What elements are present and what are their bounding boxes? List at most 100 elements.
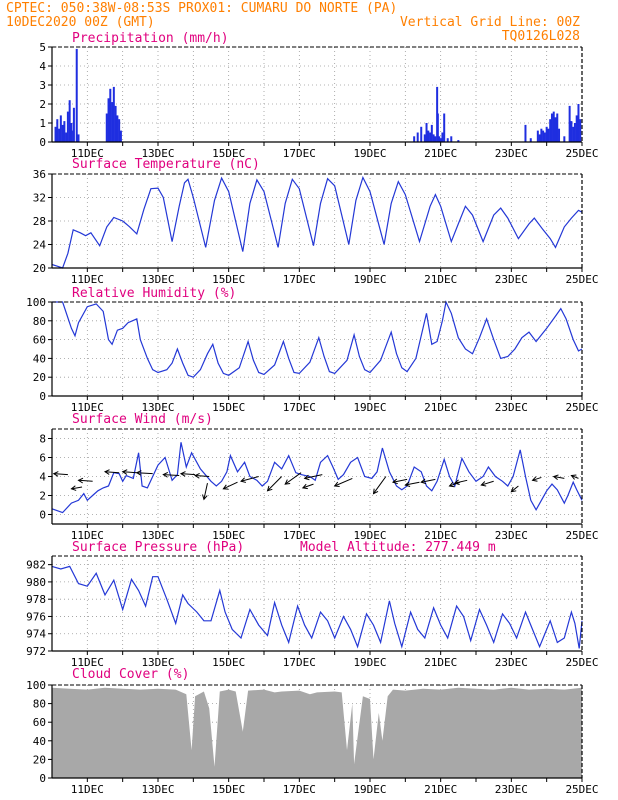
precip-bar: [457, 140, 460, 142]
wind-arrowhead: [480, 481, 487, 487]
x-tick-label: 11DEC: [71, 401, 104, 414]
panel-3: 0 2 4 6 8 11DEC 13DEC 15DEC 17DEC 19DEC 21DEC 23DEC…: [39, 412, 598, 542]
wind-vector: [392, 478, 408, 483]
x-tick-label: 13DEC: [141, 656, 174, 669]
x-tick-label: 13DEC: [141, 147, 174, 160]
precip-bar: [556, 113, 559, 142]
precip-bar: [549, 119, 552, 142]
wind-arrowhead: [333, 481, 340, 487]
series-line: [51, 175, 583, 269]
precip-bar: [423, 134, 426, 142]
wind-vector: [53, 473, 68, 476]
precip-bar: [430, 124, 433, 142]
precip-bar: [425, 123, 428, 142]
precip-bar: [568, 105, 571, 142]
y-tick-label: 4: [39, 60, 46, 73]
x-tick-label: 23DEC: [495, 529, 528, 542]
precip-bar: [413, 136, 416, 142]
precip-bar: [119, 130, 122, 142]
precip-bar: [66, 111, 69, 142]
panel-0: 0 1 2 3 4 5 11DEC 13DEC 15DEC 17DEC 19DEC 21DEC 23DE…: [39, 31, 598, 160]
x-tick-label: 23DEC: [495, 273, 528, 286]
model-code: TQ0126L028: [502, 29, 580, 44]
x-tick-label: 17DEC: [283, 529, 316, 542]
y-tick-label: 2: [39, 98, 46, 111]
wind-arrowhead: [121, 469, 128, 475]
wind-arrowhead: [202, 494, 208, 501]
precip-bar: [70, 123, 73, 142]
wind-arrowhead: [135, 470, 142, 476]
y-tick-label: 5: [39, 41, 46, 54]
precip-bar: [109, 88, 112, 142]
wind-vector: [223, 481, 238, 490]
precip-bar: [118, 119, 121, 142]
wind-vector: [481, 480, 494, 486]
wind-vector: [373, 476, 387, 494]
precip-bar: [572, 126, 575, 142]
precip-bar: [438, 136, 441, 142]
x-tick-label: 11DEC: [71, 529, 104, 542]
precip-bar: [538, 134, 541, 142]
wind-vector: [405, 481, 420, 486]
precip-bar: [107, 98, 110, 142]
y-tick-label: 100: [26, 679, 46, 692]
x-tick-label: 13DEC: [141, 401, 174, 414]
panel-title: Relative Humidity (%): [72, 286, 236, 301]
wind-arrowhead: [448, 481, 455, 488]
y-tick-label: 0: [39, 509, 46, 522]
y-tick-label: 0: [39, 772, 46, 785]
x-tick-label: 25DEC: [565, 147, 598, 160]
precip-bar: [56, 119, 59, 142]
y-tick-label: 980: [26, 576, 46, 589]
precip-bar: [552, 111, 555, 142]
precip-bar: [441, 132, 444, 142]
wind-arrowhead: [103, 469, 110, 475]
x-tick-label: 13DEC: [141, 273, 174, 286]
panel-title: Cloud Cover (%): [72, 667, 189, 682]
x-tick-label: 23DEC: [495, 783, 528, 796]
wind-arrowhead: [510, 486, 517, 493]
wind-vector: [267, 476, 283, 492]
wind-arrowhead: [70, 485, 77, 491]
x-tick-label: 17DEC: [283, 273, 316, 286]
wind-arrowhead: [404, 481, 411, 488]
x-tick-label: 15DEC: [212, 401, 245, 414]
y-tick-label: 40: [33, 735, 46, 748]
panel-2: 0 20 40 60 80 100 11DEC 13DEC 15DEC 17DEC 19DEC 21D…: [26, 286, 598, 414]
y-tick-label: 982: [26, 559, 46, 572]
wind-arrowhead: [162, 472, 169, 478]
precip-bar: [554, 117, 557, 142]
precip-bar: [543, 132, 546, 142]
y-tick-label: 974: [26, 628, 46, 641]
x-tick-label: 23DEC: [495, 147, 528, 160]
date-label: 10DEC2020 00Z (GMT): [6, 15, 155, 30]
wind-vector: [553, 476, 565, 479]
y-tick-label: 6: [39, 452, 46, 465]
wind-vector: [163, 474, 180, 477]
x-tick-label: 25DEC: [565, 401, 598, 414]
wind-vector: [284, 472, 302, 485]
y-tick-label: 972: [26, 645, 46, 658]
x-tick-label: 25DEC: [565, 529, 598, 542]
x-tick-label: 11DEC: [71, 656, 104, 669]
x-tick-label: 17DEC: [283, 147, 316, 160]
wind-arrowhead: [222, 484, 229, 490]
precip-bar: [429, 132, 432, 142]
y-tick-label: 20: [33, 371, 46, 384]
precip-bar: [545, 126, 548, 142]
precip-bar: [116, 115, 119, 142]
wind-vector: [302, 483, 314, 489]
precip-bar: [427, 130, 430, 142]
y-tick-label: 2: [39, 490, 46, 503]
precip-bar: [58, 128, 61, 142]
precip-bar: [436, 113, 439, 142]
series-line: [51, 565, 583, 649]
precip-bar: [112, 86, 115, 142]
x-tick-label: 23DEC: [495, 656, 528, 669]
series-line: [51, 442, 583, 514]
x-tick-label: 11DEC: [71, 147, 104, 160]
y-tick-label: 80: [33, 315, 46, 328]
x-tick-label: 15DEC: [212, 783, 245, 796]
precip-bar: [575, 115, 578, 142]
